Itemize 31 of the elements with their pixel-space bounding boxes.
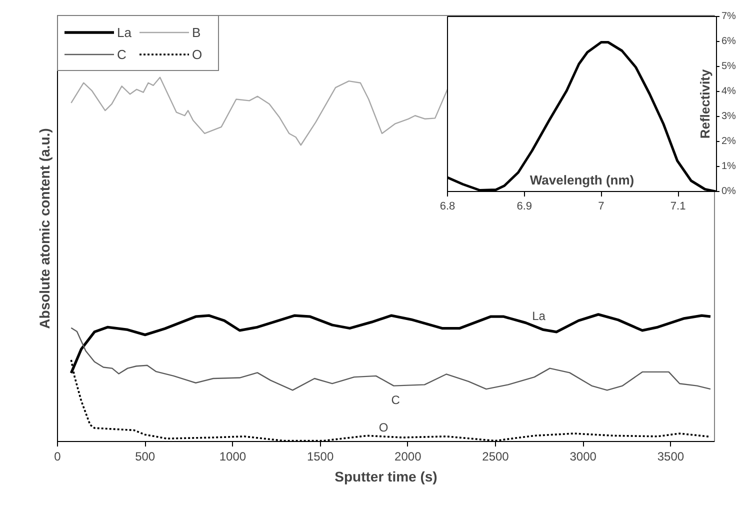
legend-label: C (117, 46, 128, 62)
x-axis-title: Wavelength (nm) (530, 172, 634, 188)
y-axis-title: Reflectivity (698, 68, 712, 139)
y-tick-label: 6% (722, 36, 736, 47)
x-tick-label: 6.9 (516, 200, 532, 212)
x-tick-label: 7.1 (670, 200, 686, 212)
x-tick-label: 3000 (570, 450, 597, 464)
x-tick-label: 0 (54, 450, 62, 464)
y-tick-label: 5% (722, 61, 736, 72)
y-tick-label: 1% (722, 161, 736, 172)
annotation: La (532, 308, 546, 323)
x-tick-label: 1500 (306, 450, 334, 464)
y-tick-label: 2% (722, 136, 736, 147)
x-tick-label: 7 (598, 200, 604, 212)
x-tick-label: 500 (135, 450, 156, 464)
y-tick-label: 7% (722, 11, 736, 22)
x-tick-label: 2500 (482, 450, 510, 464)
x-axis-title: Sputter time (s) (334, 468, 438, 484)
y-tick-label: 3% (722, 111, 736, 122)
legend-label: La (117, 24, 132, 40)
x-tick-label: 3500 (657, 450, 684, 464)
y-tick-label: 4% (722, 86, 736, 97)
legend-label: O (192, 46, 204, 62)
annotation: O (378, 420, 388, 434)
y-tick-label: 0% (722, 186, 736, 197)
x-tick-label: 2000 (394, 450, 422, 464)
x-tick-label: 6.8 (440, 200, 456, 212)
y-axis-title: Absolute atomic content (a.u.) (36, 128, 52, 329)
x-tick-label: 1000 (219, 450, 246, 464)
legend-label: B (192, 24, 202, 40)
annotation: C (391, 392, 400, 407)
